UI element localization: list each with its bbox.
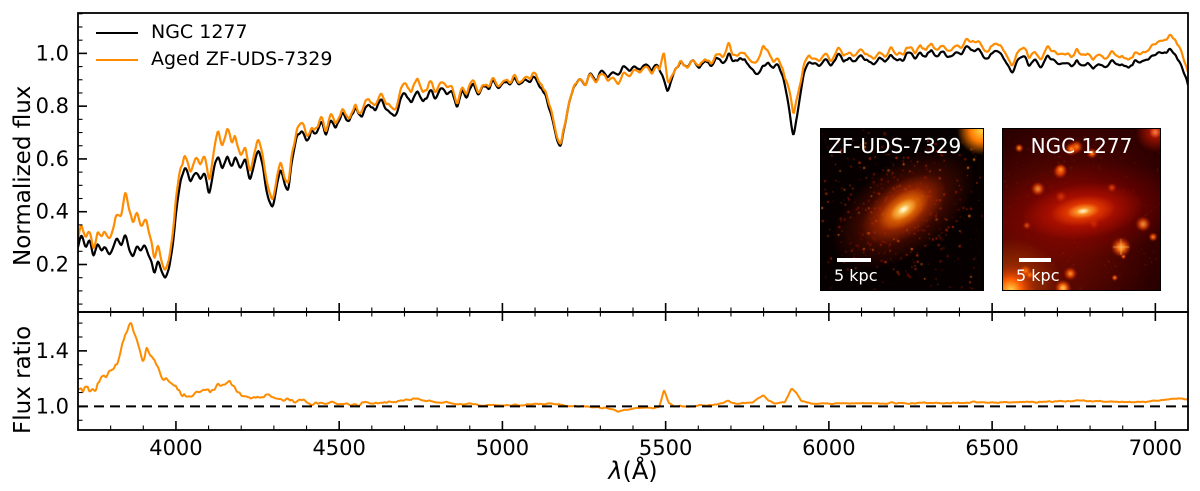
inset-title-ngc1277: NGC 1277 <box>1030 134 1133 158</box>
bottom-panel-spine <box>77 311 1189 431</box>
scalebar-label-zf-uds-7329: 5 kpc <box>834 266 878 285</box>
legend-item-ngc1277: NGC 1277 <box>96 19 332 46</box>
legend-item-aged-zf-uds-7329: Aged ZF-UDS-7329 <box>96 46 332 73</box>
x-axis-label: λ(Å) <box>608 457 657 485</box>
y-tick-label: 1.4 <box>36 339 69 363</box>
x-tick-label: 5500 <box>639 436 692 460</box>
scalebar-label-ngc1277: 5 kpc <box>1016 266 1060 285</box>
x-tick-label: 4500 <box>312 436 365 460</box>
y-tick-label: 0.6 <box>36 147 69 171</box>
aged-zf-uds-7329-line-swatch <box>96 58 138 61</box>
y-tick-label: 0.4 <box>36 200 69 224</box>
zf-uds-7329-galaxy-image <box>821 129 983 290</box>
bottom-panel-ylabel: Flux ratio <box>10 325 36 434</box>
lambda-symbol: λ <box>608 457 623 485</box>
flux-ratio-line <box>78 322 1188 413</box>
bottom-panel-axes <box>78 322 1188 413</box>
inset-title-zf-uds-7329: ZF-UDS-7329 <box>828 134 962 158</box>
scalebar-zf-uds-7329 <box>837 258 871 262</box>
legend-label-ngc1277: NGC 1277 <box>151 21 248 43</box>
x-tick-label: 6000 <box>802 436 855 460</box>
inset-ngc1277: NGC 1277 5 kpc <box>1002 128 1161 291</box>
ngc1277-spectrum-line <box>78 45 1188 279</box>
x-tick-label: 7000 <box>1129 436 1182 460</box>
top-panel-ylabel: Normalized flux <box>10 85 36 266</box>
aged-zf-uds-7329-spectrum-line <box>78 33 1188 271</box>
ngc1277-line-swatch <box>96 31 138 34</box>
x-tick-label: 5000 <box>476 436 529 460</box>
legend-label-aged-zf-uds-7329: Aged ZF-UDS-7329 <box>151 48 333 70</box>
angstrom-unit: (Å) <box>622 457 658 485</box>
scalebar-ngc1277 <box>1019 258 1051 262</box>
y-tick-label: 1.0 <box>36 394 69 418</box>
legend: NGC 1277 Aged ZF-UDS-7329 <box>96 19 332 73</box>
x-tick-label: 6500 <box>965 436 1018 460</box>
inset-zf-uds-7329: ZF-UDS-7329 5 kpc <box>820 128 984 291</box>
x-tick-label: 4000 <box>149 436 202 460</box>
y-tick-label: 1.0 <box>36 41 69 65</box>
ngc1277-galaxy-image <box>1003 129 1160 290</box>
y-tick-label: 0.2 <box>36 252 69 276</box>
top-panel-axes <box>78 33 1188 279</box>
y-tick-label: 0.8 <box>36 94 69 118</box>
